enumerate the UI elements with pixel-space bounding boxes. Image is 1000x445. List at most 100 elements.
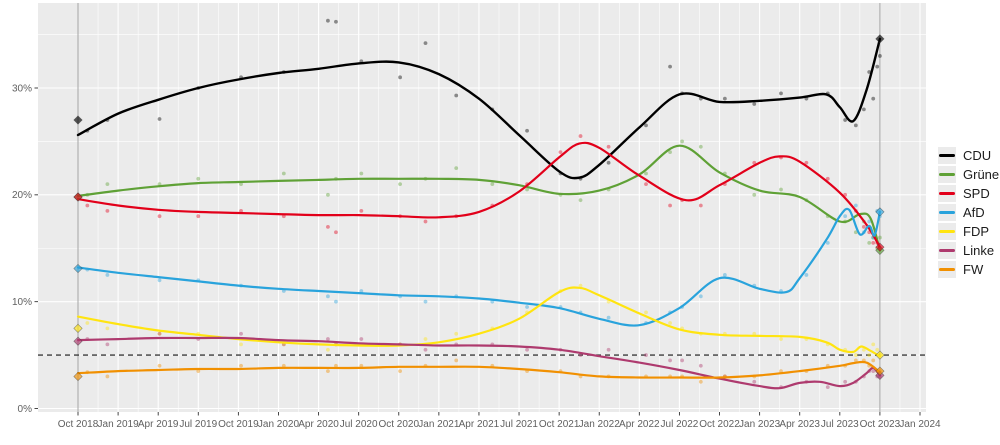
poll-dot-afd [334,299,338,304]
legend-item-afd: AfD [938,203,999,222]
legend-item-fdp: FDP [938,222,999,241]
poll-dot-grüne [398,182,402,187]
legend-swatch-fw [939,268,955,271]
trend-line-afd [76,207,881,327]
trend-line-fw [76,360,881,379]
poll-dot-fdp [668,321,672,325]
legend-label: AfD [963,205,985,220]
poll-dot-cdu [525,128,529,133]
x-tick-label: Apr 2023 [779,419,820,430]
poll-dot-afd [853,203,858,208]
trend-line-grüne [76,144,881,252]
poll-dot-cdu [722,96,727,101]
poll-dot-cdu [668,64,672,69]
poll-dot-linke [680,358,685,363]
legend-item-fw: FW [938,260,999,279]
poll-dot-fw [698,379,703,384]
poll-dot-spd [105,208,110,213]
legend-swatch-cdu [939,154,955,157]
legend-key-box [938,204,956,221]
poll-dot-fw [326,369,330,374]
poll-dot-linke [668,358,672,363]
legend-key-box [938,185,956,202]
legend-swatch-grüne [939,173,955,176]
trend-line-linke [76,336,881,390]
poll-dot-grüne [454,166,459,171]
poll-dot-grüne [490,182,495,187]
poll-dot-fw [157,363,162,368]
trend-line-fdp [76,286,881,358]
poll-dot-afd [825,241,830,245]
poll-dot-cdu [606,160,611,165]
x-tick-label: Apr 2021 [459,419,500,430]
poll-dot-linke [606,347,611,352]
panel-background [38,3,926,412]
election-result-linke [73,336,83,346]
poll-dot-grüne [779,187,783,192]
poll-dot-spd [825,176,830,181]
x-tick-label: Oct 2019 [218,419,259,430]
x-tick-label: Oct 2023 [860,419,901,430]
poll-dot-grüne [578,198,583,203]
poll-dot-fdp [578,283,583,288]
election-result-cdu [73,115,83,125]
poll-dot-afd [105,273,110,277]
poll-dot-fdp [853,353,858,357]
x-axis: Oct 2018 Jan 2019 Apr 2019 Jul 2019 Oct 2019… [58,412,941,430]
poll-dot-spd [752,160,757,165]
poll-dot-spd [196,214,201,219]
poll-dot-fdp [157,331,162,336]
poll-dot-linke [423,347,428,352]
poll-dot-linke [359,337,364,341]
x-tick-label: Jan 2023 [739,419,781,430]
poll-dot-cdu [454,93,459,98]
poll-dot-cdu [752,102,757,106]
poll-dot-cdu [398,75,402,80]
poll-dot-fdp [867,353,872,357]
x-tick-label: Jan 2021 [418,419,460,430]
poll-dot-linke [825,385,830,390]
poll-dot-fw [105,374,110,379]
poll-dot-fw [398,369,402,374]
poll-dot-spd [871,241,876,245]
poll-dot-afd [722,273,727,277]
poll-dot-fdp [239,342,243,347]
election-result-fdp [875,350,885,360]
poll-dot-cdu [875,64,880,69]
poll-dot-fdp [105,326,110,331]
legend-swatch-fdp [939,230,955,233]
poll-dot-afd [157,278,162,283]
x-tick-label: Jan 2024 [899,419,941,430]
poll-dot-afd [606,315,611,320]
poll-dot-afd [326,294,330,299]
poll-dot-grüne [196,176,201,181]
poll-dot-afd [804,273,809,277]
chart-legend: CDU Grüne SPD AfD FDP Linke FW [938,146,999,279]
poll-dot-afd [867,219,872,224]
legend-label: FW [963,262,984,277]
x-tick-label: Jan 2019 [98,419,140,430]
poll-dot-cdu [779,91,783,96]
legend-swatch-linke [939,249,955,252]
poll-dot-fw [334,363,338,368]
poll-dot-cdu [843,118,848,122]
poll-dot-grüne [680,139,685,144]
election-result-spd [875,242,885,252]
poll-dot-linke [752,379,757,384]
poll-dot-fw [359,363,364,368]
x-tick-label: Oct 2018 [58,419,99,430]
poll-dot-spd [578,134,583,138]
poll-dot-cdu [157,117,162,121]
legend-key-box [938,166,956,183]
poll-dot-grüne [326,192,330,197]
election-result-fdp [73,323,83,333]
poll-dot-fw [239,363,243,368]
poll-dot-linke [105,342,110,347]
poll-dot-linke [644,353,648,357]
poll-dot-spd [326,224,330,229]
poll-dot-grüne [644,171,648,176]
poll-dot-spd [359,208,364,213]
legend-item-spd: SPD [938,184,999,203]
